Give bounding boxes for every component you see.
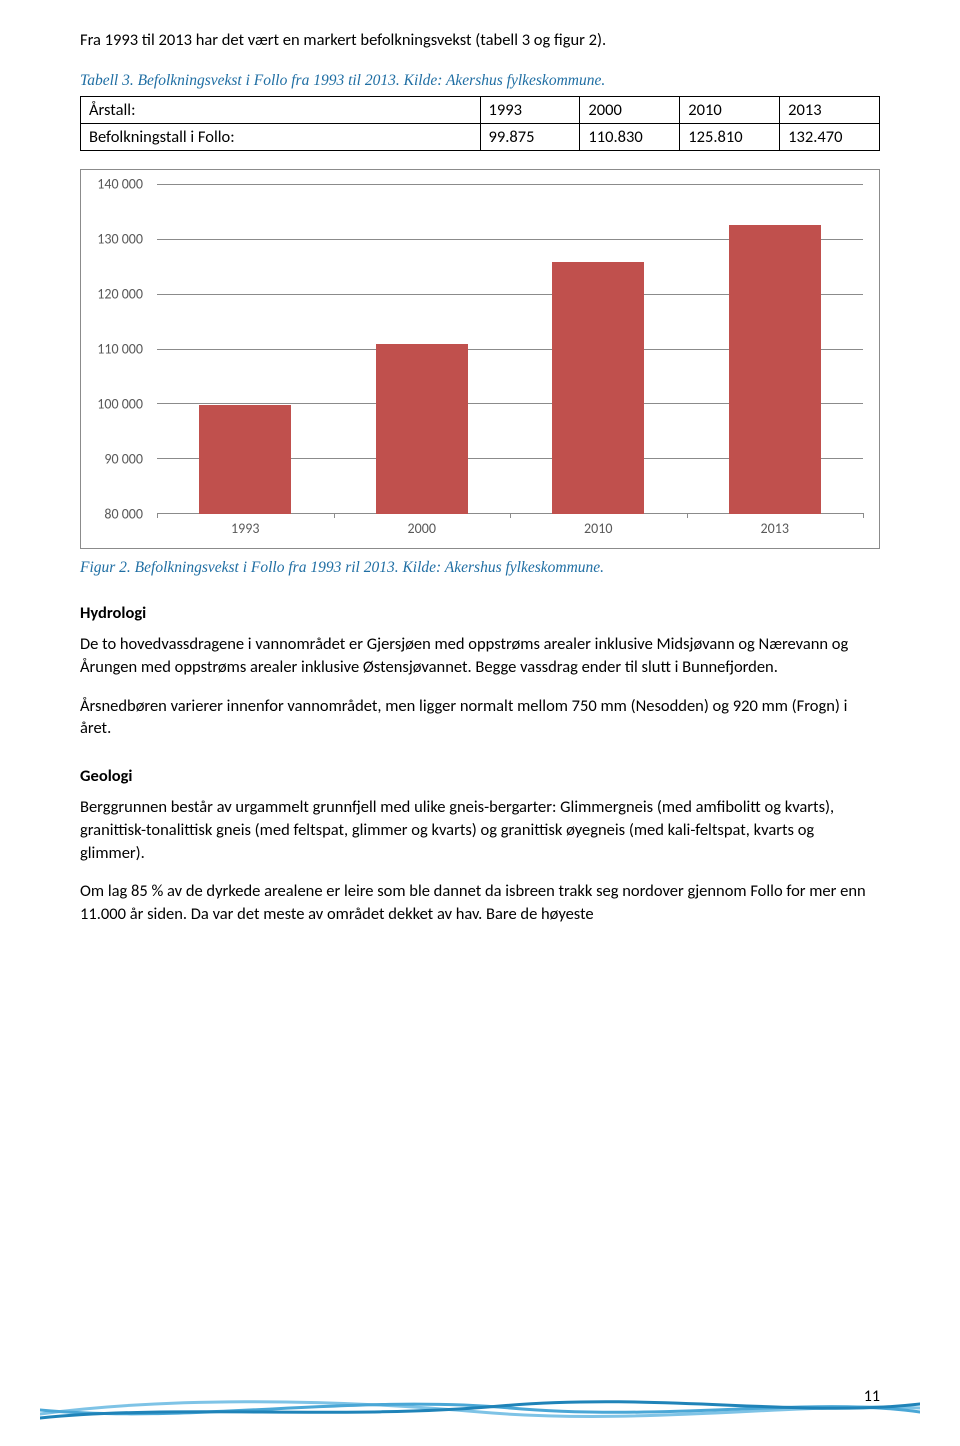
chart-y-tick-label: 100 000 bbox=[97, 396, 143, 413]
chart-y-tick-label: 110 000 bbox=[97, 341, 143, 358]
table-row-label: Årstall: bbox=[81, 97, 481, 124]
chart-y-tick-label: 130 000 bbox=[97, 231, 143, 248]
table-row: Befolkningstall i Follo: 99.875 110.830 … bbox=[81, 124, 880, 151]
paragraph: Berggrunnen består av urgammelt grunnfje… bbox=[80, 796, 880, 864]
section-heading-hydrologi: Hydrologi bbox=[80, 603, 880, 623]
page-number: 11 bbox=[864, 1387, 880, 1406]
table-cell: 125.810 bbox=[680, 124, 780, 151]
chart-y-tick-label: 120 000 bbox=[97, 286, 143, 303]
table-cell: 2013 bbox=[780, 97, 880, 124]
chart-bar bbox=[376, 344, 468, 514]
chart-y-tick-label: 140 000 bbox=[97, 176, 143, 193]
population-table: Årstall: 1993 2000 2010 2013 Befolknings… bbox=[80, 96, 880, 151]
section-heading-geologi: Geologi bbox=[80, 766, 880, 786]
population-bar-chart: 80 000 90 000 100 000 110 000 120 000 130 000… bbox=[80, 169, 880, 549]
table-cell: 99.875 bbox=[480, 124, 580, 151]
table-cell: 2010 bbox=[680, 97, 780, 124]
chart-x-tick-label: 1993 bbox=[157, 520, 334, 537]
chart-bar bbox=[729, 225, 821, 514]
table-row: Årstall: 1993 2000 2010 2013 bbox=[81, 97, 880, 124]
table-cell: 132.470 bbox=[780, 124, 880, 151]
chart-bar bbox=[552, 262, 644, 514]
table-cell: 1993 bbox=[480, 97, 580, 124]
intro-paragraph: Fra 1993 til 2013 har det vært en marker… bbox=[80, 30, 880, 50]
chart-y-tick-label: 90 000 bbox=[104, 451, 143, 468]
figure-caption: Figur 2. Befolkningsvekst i Follo fra 19… bbox=[80, 559, 880, 577]
table-caption: Tabell 3. Befolkningsvekst i Follo fra 1… bbox=[80, 72, 880, 90]
chart-x-tick-label: 2010 bbox=[510, 520, 687, 537]
chart-x-tick-label: 2013 bbox=[687, 520, 864, 537]
paragraph: Årsnedbøren varierer innenfor vannområde… bbox=[80, 695, 880, 741]
chart-bar bbox=[199, 405, 291, 514]
footer-wave-icon bbox=[40, 1394, 920, 1422]
table-row-label: Befolkningstall i Follo: bbox=[81, 124, 481, 151]
paragraph: Om lag 85 % av de dyrkede arealene er le… bbox=[80, 880, 880, 926]
table-cell: 110.830 bbox=[580, 124, 680, 151]
chart-x-tick-label: 2000 bbox=[334, 520, 511, 537]
chart-y-tick-label: 80 000 bbox=[104, 506, 143, 523]
paragraph: De to hovedvassdragene i vannområdet er … bbox=[80, 633, 880, 679]
table-cell: 2000 bbox=[580, 97, 680, 124]
